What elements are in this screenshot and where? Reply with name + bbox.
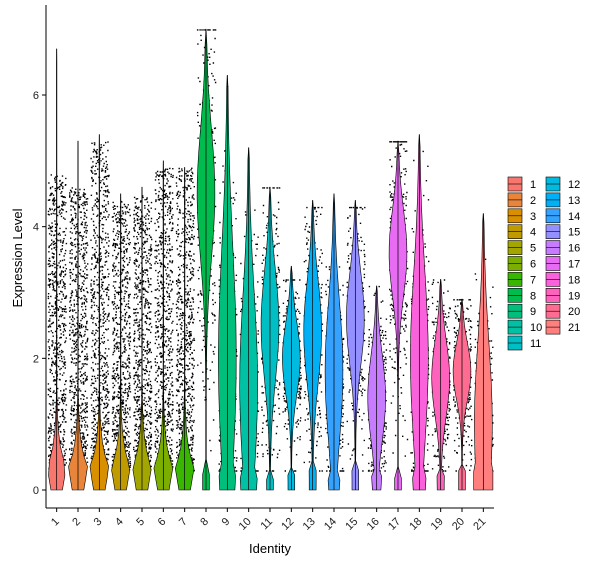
legend-label-14: 14 [568, 211, 580, 223]
points-group-7 [175, 167, 196, 472]
legend-label-3: 3 [530, 211, 536, 223]
x-tick-label: 20 [450, 516, 467, 533]
x-tick-label: 9 [220, 516, 233, 529]
legend-label-20: 20 [568, 306, 580, 318]
x-tick-label: 14 [322, 516, 339, 533]
legend-label-19: 19 [568, 290, 580, 302]
legend-label-13: 13 [568, 195, 580, 207]
legend-label-7: 7 [530, 274, 536, 286]
x-tick-label: 4 [113, 516, 126, 529]
x-tick-label: 11 [259, 516, 276, 533]
points-group-1 [47, 174, 68, 472]
x-tick-label: 16 [365, 516, 382, 533]
legend-label-2: 2 [530, 195, 536, 207]
points-group-2 [69, 187, 89, 472]
points-group-3 [90, 141, 110, 472]
legend-label-17: 17 [568, 259, 580, 271]
legend-label-12: 12 [568, 179, 580, 191]
legend-label-16: 16 [568, 243, 580, 255]
legend-label-18: 18 [568, 274, 580, 286]
x-tick-label: 2 [70, 516, 83, 529]
x-tick-label: 6 [156, 516, 169, 529]
x-tick-label: 19 [429, 516, 446, 533]
x-tick-label: 8 [198, 516, 211, 529]
points-group-19 [431, 279, 451, 472]
y-tick-label: 0 [33, 485, 39, 497]
y-tick-label: 4 [33, 222, 39, 234]
points-group-10 [239, 209, 260, 472]
legend-label-1: 1 [530, 179, 536, 191]
points-group-9 [218, 86, 238, 472]
x-tick-label: 7 [177, 516, 190, 529]
points-group-4 [111, 200, 132, 472]
legend-label-4: 4 [530, 227, 536, 239]
points-group-16 [367, 285, 388, 472]
x-tick-label: 13 [301, 516, 318, 533]
x-tick-label: 3 [92, 516, 105, 529]
x-tick-label: 10 [237, 516, 254, 533]
x-tick-label: 18 [407, 516, 424, 533]
legend-label-10: 10 [530, 322, 542, 334]
x-tick-label: 15 [343, 516, 360, 533]
x-axis-title: Identity [249, 541, 291, 556]
x-tick-label: 1 [49, 516, 62, 529]
legend-label-5: 5 [530, 243, 536, 255]
y-tick-label: 2 [33, 353, 39, 365]
legend-label-8: 8 [530, 290, 536, 302]
x-tick-label: 21 [471, 516, 488, 533]
legend-label-15: 15 [568, 227, 580, 239]
violins-layer [48, 28, 494, 491]
x-tick-label: 12 [279, 516, 296, 533]
legend-label-9: 9 [530, 306, 536, 318]
legend-label-21: 21 [568, 322, 580, 334]
x-tick-label: 17 [386, 516, 403, 533]
y-tick-label: 6 [33, 90, 39, 102]
x-tick-label: 5 [134, 516, 147, 529]
legend-label-11: 11 [530, 338, 541, 350]
y-axis-title: Expression Level [10, 208, 25, 307]
legend-label-6: 6 [530, 259, 536, 271]
